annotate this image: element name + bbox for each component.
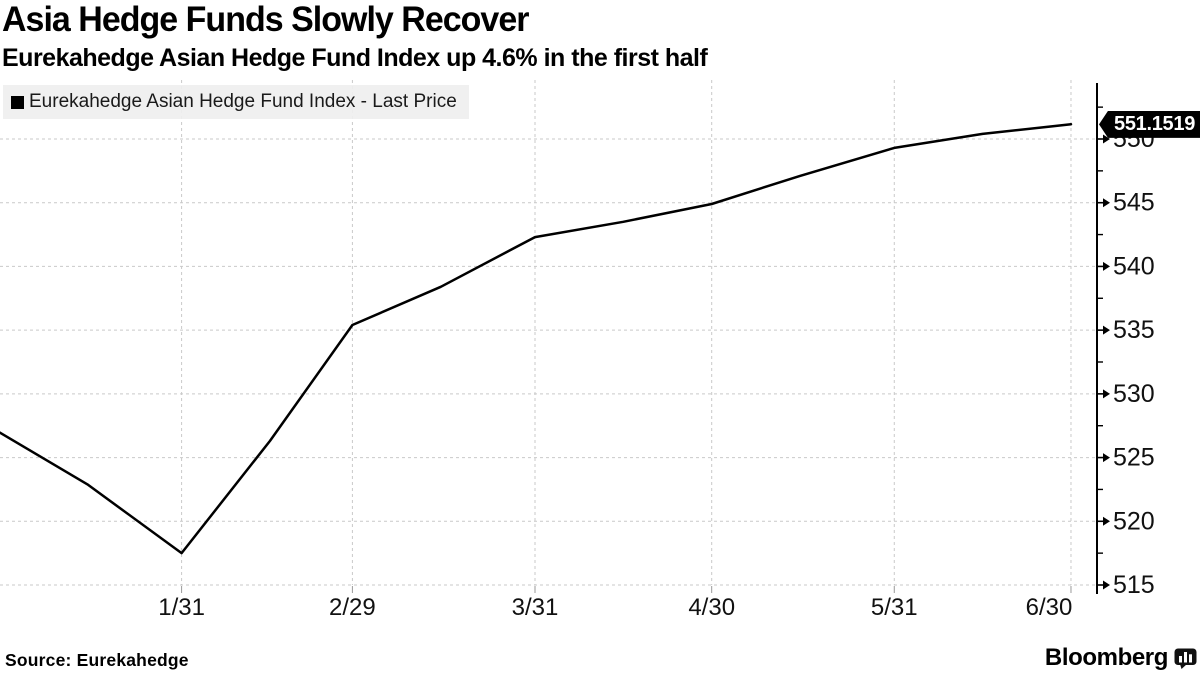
y-tick-arrow-icon: [1103, 389, 1110, 399]
bloomberg-chart-bubble-icon: [1174, 648, 1197, 669]
bloomberg-logo: Bloomberg: [1045, 644, 1197, 672]
y-tick-arrow-icon: [1103, 261, 1110, 271]
y-axis-label: 530: [1113, 380, 1155, 408]
legend-label: Eurekahedge Asian Hedge Fund Index - Las…: [29, 91, 457, 112]
x-axis-label: 4/30: [688, 594, 735, 621]
y-tick-arrow-icon: [1103, 198, 1110, 208]
y-axis-label: 545: [1113, 189, 1155, 217]
price-line: [0, 123, 1073, 555]
y-tick-arrow-icon: [1103, 516, 1110, 526]
y-tick-arrow-icon: [1103, 134, 1110, 144]
y-tick-arrow-icon: [1103, 580, 1110, 590]
y-axis-label: 520: [1113, 507, 1155, 535]
last-price-value: 551.1519: [1114, 112, 1196, 135]
y-axis-label: 525: [1113, 444, 1155, 472]
bloomberg-wordmark: Bloomberg: [1044, 644, 1168, 671]
x-axis-label: 2/29: [329, 594, 376, 621]
y-axis-label: 515: [1113, 571, 1155, 599]
x-axis-label: 6/30: [1026, 594, 1073, 621]
series-square-marker-icon: [11, 95, 24, 109]
x-axis-label: 5/31: [871, 594, 918, 621]
last-price-flag: 551.1519: [1099, 110, 1200, 138]
y-axis-label: 535: [1113, 316, 1155, 344]
y-tick-arrow-icon: [1103, 453, 1110, 463]
x-axis-label: 3/31: [512, 594, 559, 621]
legend: Eurekahedge Asian Hedge Fund Index - Las…: [3, 85, 469, 119]
x-axis-label: 1/31: [158, 594, 205, 621]
chart-subtitle: Eurekahedge Asian Hedge Fund Index up 4.…: [2, 44, 708, 72]
chart-title: Asia Hedge Funds Slowly Recover: [2, 0, 529, 39]
y-axis-label: 540: [1113, 252, 1155, 280]
source-note: Source: Eurekahedge: [5, 650, 189, 670]
y-tick-arrow-icon: [1103, 325, 1110, 335]
